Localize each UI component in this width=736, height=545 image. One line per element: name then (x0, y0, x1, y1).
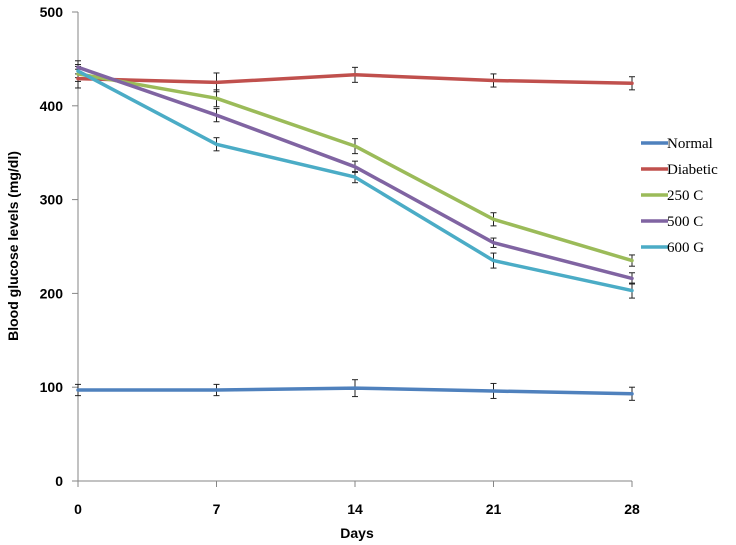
x-tick-label: 14 (347, 501, 363, 517)
series-line-normal (76, 386, 634, 396)
y-axis-title: Blood glucose levels (mg/dl) (5, 151, 21, 341)
y-tick-label: 200 (40, 285, 64, 301)
legend-item: Normal (641, 136, 713, 152)
series-line-500-c (76, 65, 634, 281)
legend-item: Diabetic (641, 162, 718, 178)
legend-item: 250 C (641, 188, 703, 204)
x-axis-title: Days (340, 525, 374, 541)
legend-label: 250 C (667, 188, 703, 204)
legend-label: 600 G (667, 240, 704, 256)
y-tick-label: 300 (40, 192, 64, 208)
x-axis-ticks: 0 7 14 21 28 (74, 481, 640, 517)
x-tick-label: 0 (74, 501, 82, 517)
legend-item: 500 C (641, 214, 703, 230)
series-line-250-c (76, 72, 634, 263)
x-tick-label: 21 (486, 501, 502, 517)
legend-label: Normal (667, 136, 713, 152)
x-tick-label: 28 (624, 501, 640, 517)
series-line-600-g (76, 69, 634, 293)
y-axis-ticks: 0 100 200 300 400 500 (40, 4, 78, 489)
x-tick-label: 7 (213, 501, 221, 517)
series-lines (76, 65, 634, 396)
y-tick-label: 0 (55, 473, 63, 489)
legend-label: 500 C (667, 214, 703, 230)
series-line-diabetic (76, 73, 634, 86)
y-tick-label: 400 (40, 98, 64, 114)
y-tick-label: 100 (40, 379, 64, 395)
error-bars (75, 60, 635, 401)
y-tick-label: 500 (40, 4, 64, 20)
legend-label: Diabetic (667, 162, 718, 178)
legend-item: 600 G (641, 240, 704, 256)
legend: Normal Diabetic 250 C 500 C 600 G (641, 136, 718, 256)
